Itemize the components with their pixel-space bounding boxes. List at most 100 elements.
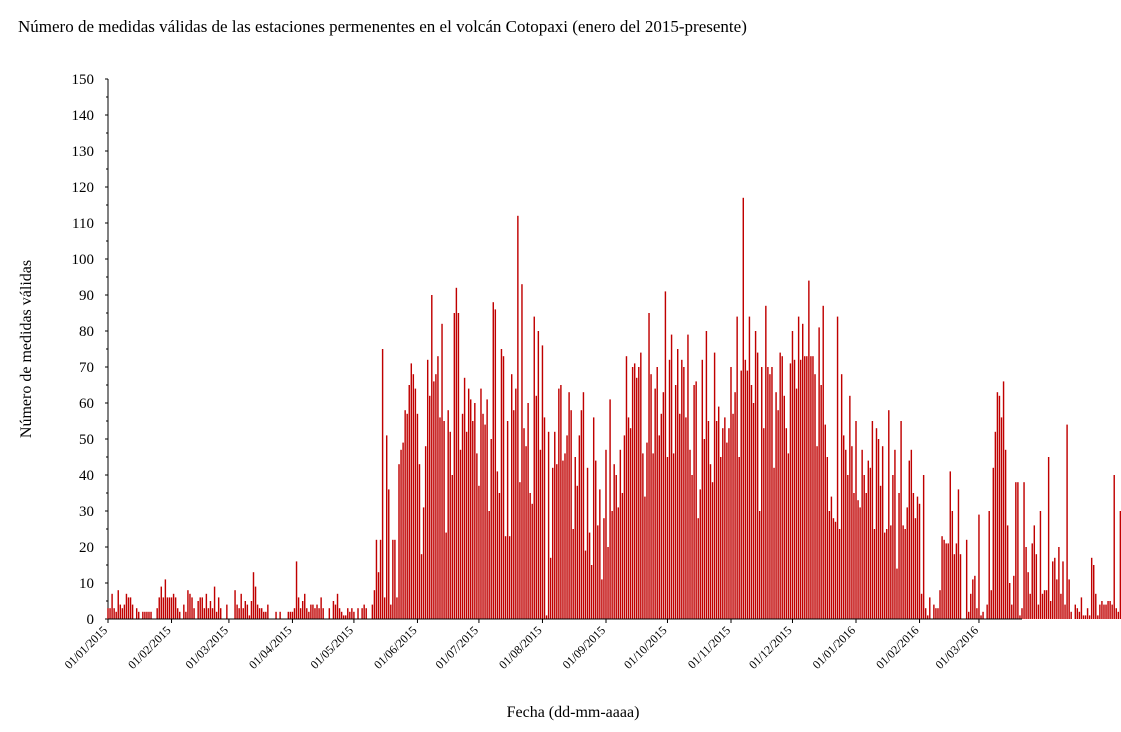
bar [674, 385, 677, 619]
bar [275, 611, 277, 619]
bar [937, 608, 939, 619]
bar [1047, 457, 1050, 619]
bar [871, 421, 874, 619]
bar [1045, 590, 1048, 619]
bar [623, 435, 626, 619]
bar [832, 518, 835, 619]
bar [724, 417, 726, 619]
bar [420, 554, 423, 619]
y-tick-label: 110 [72, 216, 94, 232]
bar [783, 395, 785, 619]
bar [431, 295, 433, 619]
bar [476, 453, 478, 619]
bar [193, 608, 195, 619]
bar [396, 597, 398, 619]
bar [990, 590, 992, 619]
x-tick-label: 01/01/2015 [62, 623, 111, 672]
bar [474, 403, 476, 619]
bar [922, 475, 925, 619]
bar [115, 611, 117, 619]
bar [187, 590, 189, 619]
bar [168, 597, 171, 619]
bar [558, 388, 560, 619]
bar [599, 489, 601, 619]
x-tick-label: 01/03/2016 [933, 623, 982, 672]
bar [433, 381, 435, 619]
bar [595, 460, 597, 619]
bar [1025, 547, 1027, 619]
bar [810, 356, 812, 619]
bar [562, 460, 564, 619]
bar [191, 597, 193, 619]
bar [508, 536, 511, 619]
y-tick-label: 20 [79, 540, 94, 556]
y-tick-label: 90 [79, 288, 94, 304]
bar [361, 608, 363, 619]
bar [117, 590, 119, 619]
bar [650, 374, 652, 619]
bar [728, 428, 730, 619]
bar [316, 604, 318, 619]
bar [890, 525, 892, 619]
bar [1031, 543, 1033, 619]
bar [543, 417, 546, 619]
bar [1119, 511, 1121, 619]
bar [199, 597, 201, 619]
bar [1113, 475, 1115, 619]
bar [726, 442, 728, 619]
bar [945, 543, 947, 619]
bar [902, 525, 904, 619]
bar [443, 421, 445, 619]
chart-title: Número de medidas válidas de las estacio… [18, 17, 747, 36]
bar [750, 385, 753, 619]
bar [162, 597, 165, 619]
bar [252, 572, 255, 619]
bar [1117, 611, 1120, 619]
bar [982, 611, 984, 619]
bar [660, 413, 663, 619]
bar [627, 417, 630, 619]
y-tick-label: 150 [72, 72, 95, 88]
bar [697, 518, 699, 619]
bar [1084, 615, 1087, 619]
bar [816, 446, 818, 619]
bar [808, 280, 810, 619]
bars [107, 197, 1121, 620]
bar [150, 611, 152, 619]
bar [375, 539, 378, 619]
bar [267, 604, 269, 619]
bar [234, 590, 236, 619]
bar [1103, 604, 1105, 619]
bar [322, 608, 324, 619]
bar [1015, 482, 1017, 619]
bar [838, 529, 841, 619]
bar [441, 323, 443, 619]
bar [564, 453, 566, 619]
bar [236, 604, 238, 619]
bar [717, 406, 720, 619]
bar [1080, 597, 1083, 619]
bar [761, 367, 763, 619]
bar [310, 604, 312, 619]
bar [412, 374, 415, 619]
bar [1058, 547, 1060, 619]
bar [492, 302, 494, 619]
bar [531, 503, 533, 619]
bar [742, 197, 744, 620]
bar [345, 615, 347, 619]
bar [301, 601, 304, 619]
bar [789, 363, 792, 619]
bar [482, 413, 484, 619]
bar [853, 493, 855, 619]
bar [986, 604, 988, 619]
bar [621, 493, 624, 619]
bar [836, 316, 839, 619]
bar [1062, 561, 1064, 619]
bar [656, 367, 658, 619]
bar [527, 403, 529, 619]
bar [314, 608, 316, 619]
bar [470, 399, 472, 619]
bar [342, 615, 345, 619]
x-tick-label: 01/08/2015 [496, 623, 545, 672]
bar [1039, 511, 1042, 619]
